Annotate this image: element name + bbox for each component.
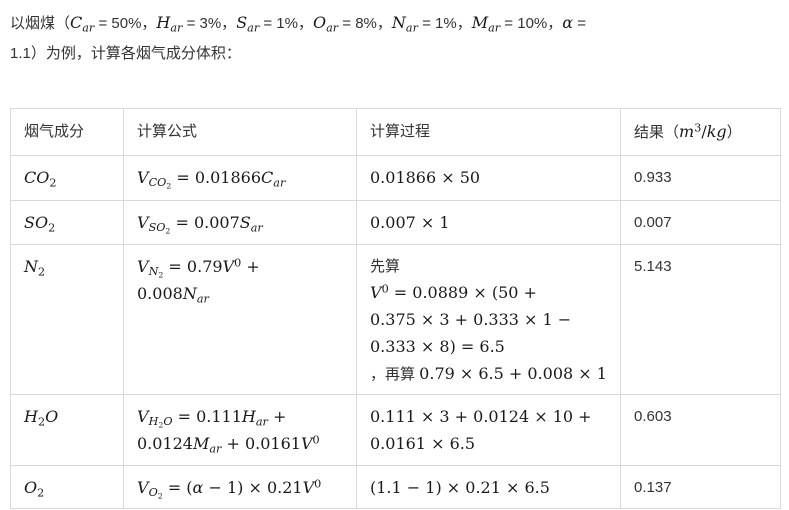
- math-segment: 0.79 × 6.5 + 0.008 × 1: [419, 364, 607, 383]
- col-header-formula: 计算公式: [123, 108, 357, 156]
- col-header-component: 烟气成分: [10, 108, 124, 156]
- cell-so2-result: 0.007: [620, 200, 781, 245]
- text-segment: = 1%，: [259, 15, 313, 32]
- cell-n2-process: 先算 V0 = 0.0889 × (50 + 0.375 × 3 + 0.333 ×…: [356, 244, 621, 395]
- math-segment: 0.007 × 1: [370, 213, 450, 232]
- math-segment: Car: [70, 13, 95, 35]
- cell-h2o-process: 0.111 × 3 + 0.0124 × 10 + 0.0161 × 6.5: [356, 394, 621, 466]
- math-segment: N2: [24, 257, 46, 279]
- cell-n2-component: N2: [10, 244, 124, 395]
- cell-co2-process: 0.01866 × 50: [356, 155, 621, 201]
- col-header-process: 计算过程: [356, 108, 621, 156]
- cell-so2-formula: VSO2 = 0.007Sar: [123, 200, 357, 245]
- math-segment: Sar: [236, 13, 260, 35]
- math-segment: V0 = 0.0889 × (50 +: [370, 282, 537, 302]
- text-segment: = 3%，: [182, 15, 237, 32]
- cell-o2-formula: VO2 = (α − 1) × 0.21V0: [123, 465, 357, 509]
- math-segment: m3/kg: [679, 120, 727, 141]
- math-segment: 0.0124Mar + 0.0161V0: [137, 433, 320, 456]
- math-segment: VSO2 = 0.007Sar: [137, 213, 263, 236]
- math-segment: Nar: [391, 13, 418, 35]
- text-segment: 1.1）为例，计算各烟气成分体积：: [10, 45, 241, 62]
- text-segment: ，再算: [370, 366, 420, 383]
- cell-h2o-result: 0.603: [620, 394, 781, 466]
- math-segment: VN2 = 0.79V0 +: [137, 256, 260, 280]
- table-row-n2: N2 VN2 = 0.79V0 + 0.008Nar 先算 V0 = 0.0889 …: [10, 244, 781, 395]
- math-segment: 0.333 × 8) = 6.5: [370, 337, 505, 356]
- math-segment: (1.1 − 1) × 0.21 × 6.5: [370, 478, 550, 497]
- math-segment: Har: [156, 13, 183, 35]
- math-segment: VCO2 = 0.01866Car: [137, 168, 286, 191]
- text-segment: 以烟煤（: [10, 15, 71, 32]
- cell-n2-result: 5.143: [620, 244, 781, 395]
- text-segment: = 10%，: [500, 15, 563, 32]
- cell-h2o-formula: VH2O = 0.111Har + 0.0124Mar + 0.0161V0: [123, 394, 357, 466]
- flue-gas-volume-table: 烟气成分 计算公式 计算过程 结果（m3/kg） CO2 VCO2 = 0.01…: [10, 108, 781, 509]
- math-segment: Oar: [312, 13, 339, 35]
- text-segment: = 50%，: [94, 15, 157, 32]
- math-segment: Mar: [471, 13, 501, 35]
- math-segment: 0.008Nar: [137, 284, 209, 306]
- cell-so2-process: 0.007 × 1: [356, 200, 621, 245]
- math-segment: H2O: [24, 407, 59, 429]
- math-segment: 0.01866 × 50: [370, 168, 481, 187]
- table-row-h2o: H2O VH2O = 0.111Har + 0.0124Mar + 0.0161V…: [10, 394, 781, 466]
- math-segment: 0.0161 × 6.5: [370, 434, 476, 453]
- math-segment: O2: [24, 478, 45, 500]
- math-segment: 0.375 × 3 + 0.333 × 1 −: [370, 310, 572, 329]
- cell-o2-component: O2: [10, 465, 124, 509]
- intro-text: 以烟煤（Car = 50%，Har = 3%，Sar = 1%，Oar = 8%…: [10, 8, 779, 69]
- col-header-result: 结果（m3/kg）: [620, 108, 781, 156]
- math-segment: VO2 = (α − 1) × 0.21V0: [137, 477, 322, 501]
- text-segment: 先算: [370, 258, 401, 275]
- cell-co2-result: 0.933: [620, 155, 781, 201]
- cell-so2-component: SO2: [10, 200, 124, 245]
- text-segment: ）: [726, 123, 742, 141]
- math-segment: CO2: [24, 168, 57, 190]
- math-segment: SO2: [24, 213, 56, 235]
- table-row-o2: O2 VO2 = (α − 1) × 0.21V0 (1.1 − 1) × 0.…: [10, 465, 781, 509]
- cell-o2-process: (1.1 − 1) × 0.21 × 6.5: [356, 465, 621, 509]
- math-segment: VH2O = 0.111Har +: [137, 407, 287, 430]
- cell-h2o-component: H2O: [10, 394, 124, 466]
- cell-o2-result: 0.137: [620, 465, 781, 509]
- cell-co2-formula: VCO2 = 0.01866Car: [123, 155, 357, 201]
- cell-co2-component: CO2: [10, 155, 124, 201]
- table-header-row: 烟气成分 计算公式 计算过程 结果（m3/kg）: [10, 108, 781, 156]
- text-segment: = 1%，: [417, 15, 472, 32]
- table-row-so2: SO2 VSO2 = 0.007Sar 0.007 × 1 0.007: [10, 200, 781, 245]
- text-segment: =: [573, 15, 587, 32]
- math-segment: 0.111 × 3 + 0.0124 × 10 +: [370, 407, 592, 426]
- math-segment: α: [562, 13, 574, 32]
- text-segment: 结果（: [634, 123, 680, 141]
- cell-n2-formula: VN2 = 0.79V0 + 0.008Nar: [123, 244, 357, 395]
- table-row-co2: CO2 VCO2 = 0.01866Car 0.01866 × 50 0.933: [10, 155, 781, 201]
- text-segment: = 8%，: [338, 15, 392, 32]
